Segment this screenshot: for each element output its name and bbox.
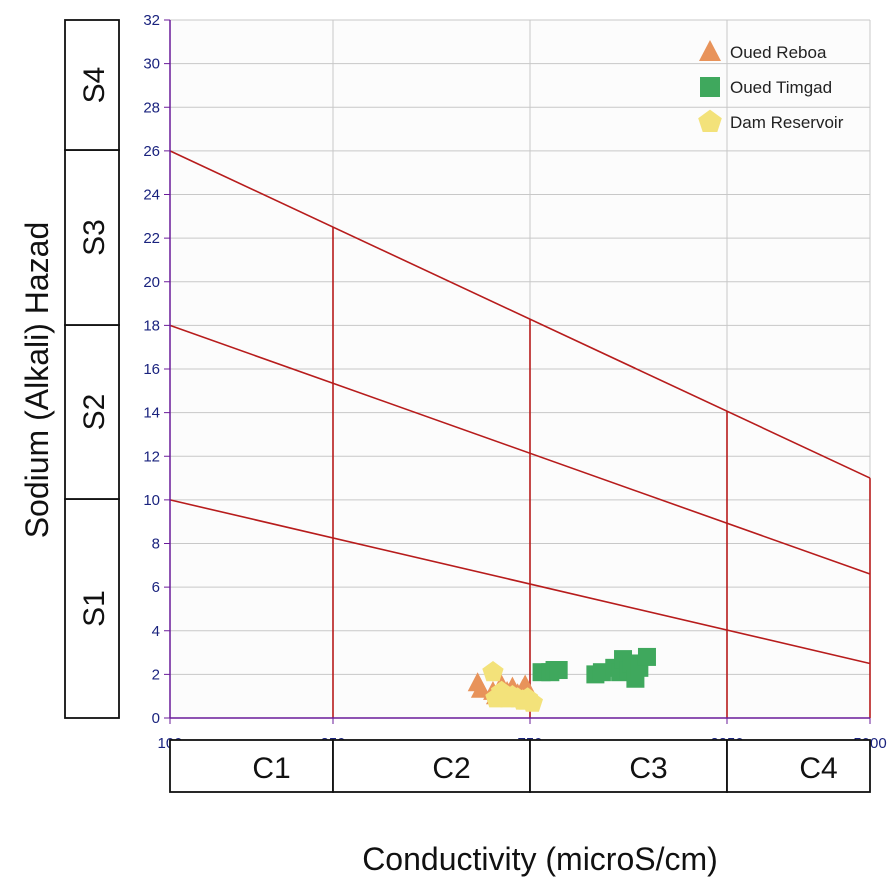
legend-marker: [700, 77, 720, 97]
salinity-class-label: C1: [252, 752, 290, 785]
y-tick-label: 18: [143, 317, 160, 334]
salinity-class-box: [169, 739, 334, 793]
y-tick-label: 8: [152, 536, 160, 553]
y-tick-label: 2: [152, 666, 160, 683]
legend-label: Dam Reservoir: [730, 113, 844, 132]
sodium-class-box: [64, 324, 120, 500]
sodium-class-label: S1: [78, 590, 111, 627]
y-tick-label: 24: [143, 187, 160, 204]
sodium-class-bands: S1 S2 S3 S4: [64, 19, 120, 719]
sodium-class-label: S2: [78, 394, 111, 431]
sodium-class-label: S4: [78, 67, 111, 104]
data-point: [637, 647, 656, 666]
horizontal-gridlines: [170, 19, 870, 675]
salinity-class-label: C2: [432, 752, 470, 785]
y-tick-label: 12: [143, 448, 160, 465]
salinity-class-box: [726, 739, 871, 793]
data-point: [482, 661, 504, 682]
legend: Oued Reboa Oued Timgad Dam Reservoir: [698, 40, 844, 132]
y-tick-label: 16: [143, 361, 160, 378]
sodium-class-label: S3: [78, 219, 111, 256]
data-point: [549, 661, 568, 680]
salinity-class-label: C3: [629, 752, 667, 785]
sodium-class-box: [64, 19, 120, 151]
salinity-class-label: C4: [799, 752, 837, 785]
y-tick-label: 32: [143, 12, 160, 29]
y-tick-label: 4: [152, 623, 160, 640]
class-boundary-lines: [169, 150, 871, 718]
data-points: [467, 647, 656, 712]
y-tick-label: 26: [143, 143, 160, 160]
sodium-class-line: [169, 324, 871, 575]
legend-label: Oued Timgad: [730, 78, 832, 97]
sodium-class-line: [169, 499, 871, 665]
sodium-class-line: [169, 150, 871, 479]
y-tick-label: 10: [143, 492, 160, 509]
y-tick-label: 0: [152, 710, 160, 727]
y-tick-label: 6: [152, 579, 160, 596]
legend-label: Oued Reboa: [730, 43, 827, 62]
y-tick-label: 28: [143, 99, 160, 116]
y-tick-label: 20: [143, 274, 160, 291]
y-tick-label: 30: [143, 56, 160, 73]
sodium-class-box: [64, 149, 120, 326]
y-tick-label: 14: [143, 405, 160, 422]
data-point: [521, 691, 543, 712]
y-axis-title: Sodium (Alkali) Hazad: [19, 222, 55, 539]
legend-marker: [698, 109, 722, 132]
legend-marker: [699, 40, 721, 61]
y-tick-label: 22: [143, 230, 160, 247]
x-axis-title: Conductivity (microS/cm): [362, 841, 718, 877]
data-point: [470, 678, 491, 698]
salinity-class-bands: C1 C2 C3 C4: [169, 739, 871, 793]
sodium-class-box: [64, 498, 120, 719]
